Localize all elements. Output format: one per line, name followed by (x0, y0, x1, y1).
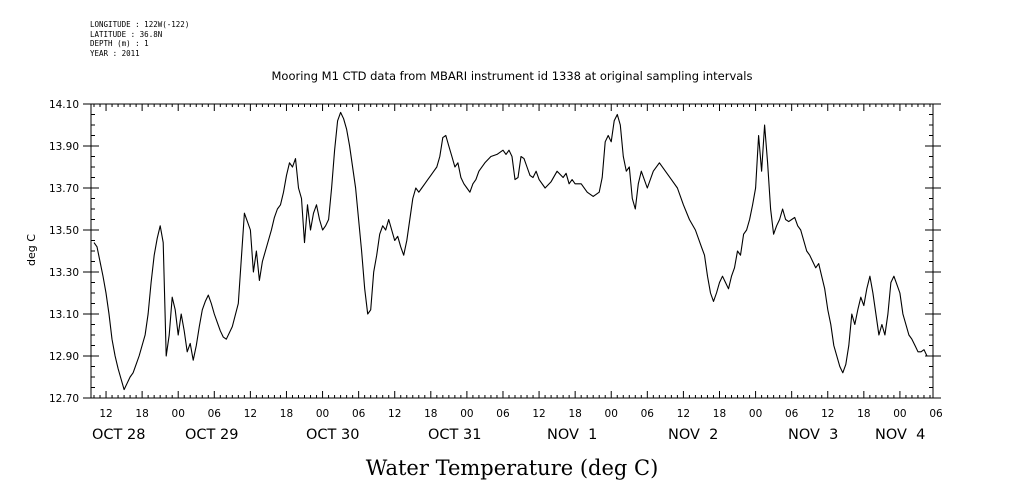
x-hour-label: 00 (460, 408, 473, 420)
y-tick-label: 13.70 (49, 183, 79, 195)
x-date-label: NOV 4 (875, 427, 925, 443)
x-hour-label: 18 (280, 408, 293, 420)
x-hour-label: 00 (172, 408, 185, 420)
x-hour-label: 12 (532, 408, 545, 420)
y-tick-labels: 12.70 12.90 13.10 13.30 13.50 13.70 13.90 14.10 (49, 99, 79, 405)
chart-title: Mooring M1 CTD data from MBARI instrumen… (272, 69, 753, 83)
x-hour-label: 00 (316, 408, 329, 420)
y-tick-label: 13.90 (49, 141, 79, 153)
x-date-label: OCT 31 (428, 427, 481, 443)
x-hour-label: 06 (352, 408, 366, 420)
x-date-label: NOV 3 (788, 427, 838, 443)
x-hour-label: 00 (749, 408, 762, 420)
x-hour-label: 06 (929, 408, 943, 420)
tick-marks (83, 103, 941, 399)
x-hour-label: 12 (821, 408, 834, 420)
x-hour-label: 12 (244, 408, 257, 420)
meta-depth: DEPTH (m) : 1 (90, 39, 149, 48)
metadata-block: LONGITUDE : 122W(-122) LATITUDE : 36.8N … (90, 20, 189, 58)
x-hour-label: 18 (568, 408, 581, 420)
x-date-label: OCT 28 (92, 427, 145, 443)
y-tick-label: 12.90 (49, 351, 79, 363)
x-axis-label: Water Temperature (deg C) (366, 456, 659, 480)
meta-longitude: LONGITUDE : 122W(-122) (90, 20, 190, 29)
x-hour-label: 18 (135, 408, 148, 420)
meta-year: YEAR : 2011 (90, 48, 140, 58)
x-hour-label: 00 (893, 408, 906, 420)
y-axis-label: deg C (25, 234, 38, 266)
y-tick-label: 13.50 (49, 225, 79, 237)
x-date-label: NOV 1 (547, 427, 597, 443)
meta-latitude: LATITUDE : 36.8N (90, 29, 163, 39)
y-tick-label: 12.70 (49, 393, 79, 405)
x-hour-label: 18 (857, 408, 870, 420)
x-date-label: OCT 30 (306, 427, 359, 443)
y-tick-label: 13.10 (49, 309, 79, 321)
x-tick-labels: 12 18 00 06 12 18 00 06 12 18 00 06 12 18 00 06 12 18 00 06… (92, 408, 943, 443)
series-line-water-temperature (93, 111, 930, 391)
x-hour-label: 12 (677, 408, 690, 420)
x-date-label: OCT 29 (185, 427, 238, 443)
y-tick-label: 13.30 (49, 267, 79, 279)
x-hour-label: 06 (641, 408, 655, 420)
x-hour-label: 06 (496, 408, 510, 420)
x-hour-label: 18 (713, 408, 726, 420)
x-hour-label: 06 (208, 408, 222, 420)
x-hour-label: 12 (99, 408, 112, 420)
x-hour-label: 12 (388, 408, 401, 420)
x-date-label: NOV 2 (668, 427, 718, 443)
x-hour-label: 18 (424, 408, 437, 420)
x-hour-label: 00 (605, 408, 618, 420)
x-hour-label: 06 (785, 408, 799, 420)
y-tick-label: 14.10 (49, 99, 79, 111)
